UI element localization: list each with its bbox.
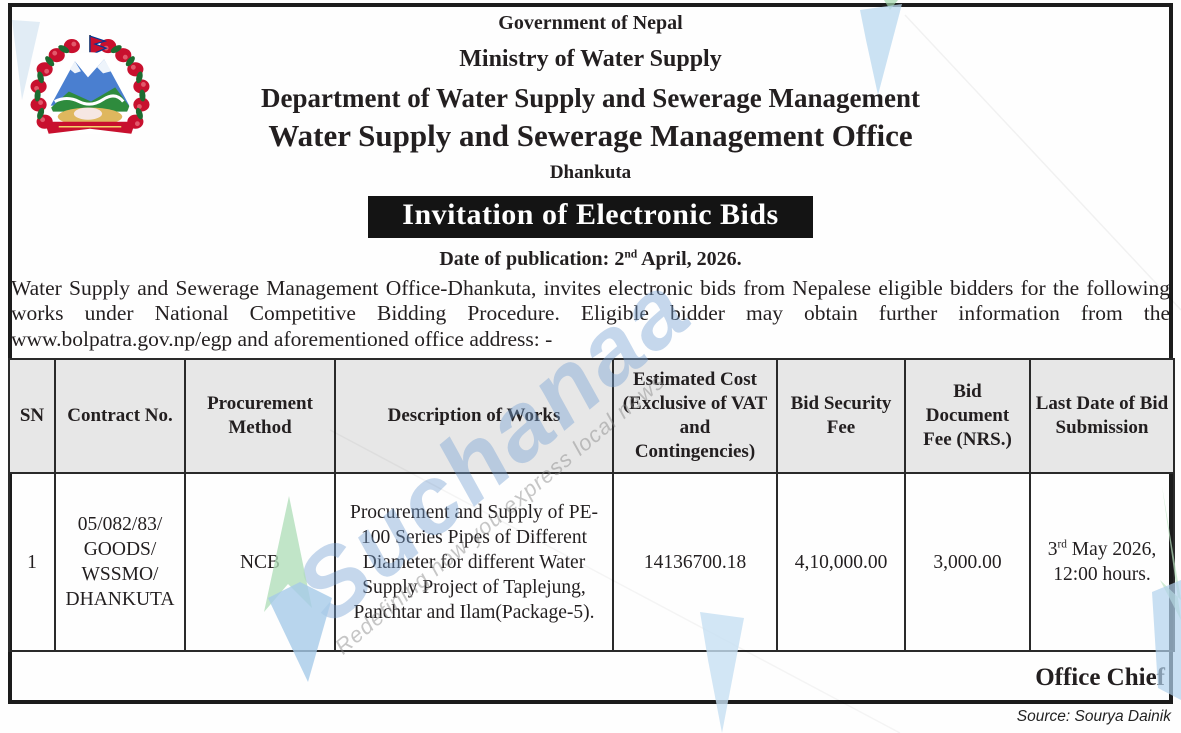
notice-title-banner: Invitation of Electronic Bids (368, 196, 813, 238)
intro-paragraph: Water Supply and Sewerage Management Off… (11, 276, 1170, 351)
ministry-line: Ministry of Water Supply (459, 46, 722, 72)
col-header-last-date: Last Date of Bid Submission (1029, 358, 1175, 474)
nepal-coat-of-arms-icon (30, 35, 150, 135)
cell-bid-document-fee: 3,000.00 (904, 472, 1031, 652)
signature-title: Office Chief (1035, 664, 1165, 691)
department-line: Department of Water Supply and Sewerage … (261, 83, 920, 113)
publication-date-prefix: Date of publication: 2 (439, 248, 625, 270)
publication-date-suffix: April, 2026. (637, 248, 742, 270)
col-header-description: Description of Works (334, 358, 614, 474)
publication-date: Date of publication: 2nd April, 2026. (0, 248, 1181, 271)
last-date-ordinal: rd (1057, 538, 1067, 551)
cell-description: Procurement and Supply of PE-100 Series … (334, 472, 614, 652)
table-header-row: SN Contract No. Procurement Method Descr… (8, 358, 1175, 474)
cell-sn: 1 (8, 472, 56, 652)
col-header-bid-document-fee: Bid Document Fee (NRS.) (904, 358, 1031, 474)
banner-row: Invitation of Electronic Bids (0, 196, 1181, 238)
cell-contract-no: 05/082/83/ GOODS/ WSSMO/ DHANKUTA (54, 472, 186, 652)
col-header-sn: SN (8, 358, 56, 474)
publication-date-ordinal: nd (624, 247, 638, 261)
col-header-contract-no: Contract No. (54, 358, 186, 474)
bids-table: SN Contract No. Procurement Method Descr… (8, 358, 1175, 652)
col-header-estimated-cost: Estimated Cost (Exclusive of VAT and Con… (612, 358, 778, 474)
office-line: Water Supply and Sewerage Management Off… (268, 118, 913, 153)
col-header-bid-security-fee: Bid Security Fee (776, 358, 906, 474)
last-date-rest: May 2026, 12:00 hours. (1053, 539, 1157, 585)
col-header-procurement-method: Procurement Method (184, 358, 336, 474)
document-border (8, 3, 1173, 704)
gov-line: Government of Nepal (498, 12, 683, 34)
cell-procurement-method: NCB (184, 472, 336, 652)
source-credit: Source: Sourya Dainik (1016, 708, 1171, 725)
district-line: Dhankuta (549, 162, 632, 183)
cell-last-date: 3rd May 2026, 12:00 hours. (1029, 472, 1175, 652)
last-date-num: 3 (1047, 539, 1058, 560)
cell-estimated-cost: 14136700.18 (612, 472, 778, 652)
table-row: 1 05/082/83/ GOODS/ WSSMO/ DHANKUTA NCB … (8, 472, 1175, 652)
cell-bid-security-fee: 4,10,000.00 (776, 472, 906, 652)
